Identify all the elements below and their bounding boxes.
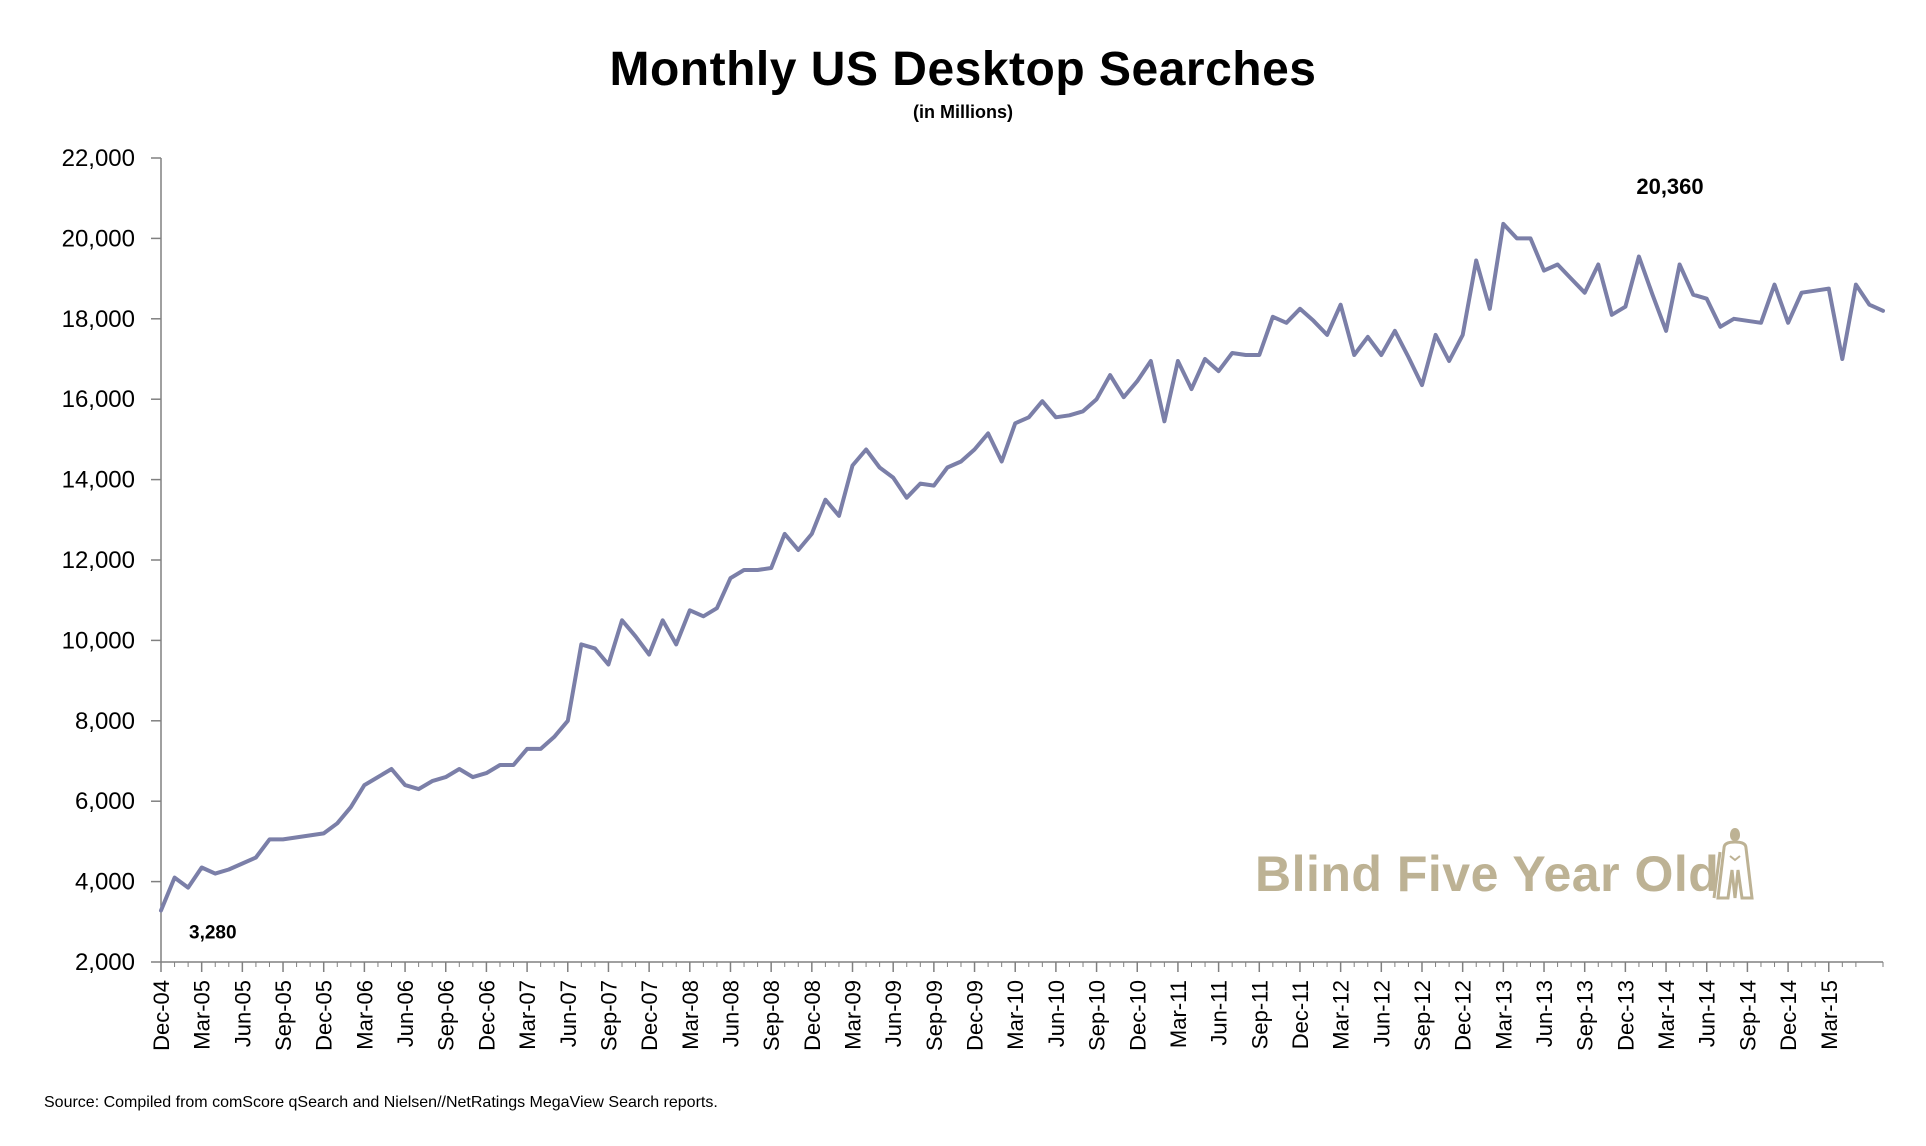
x-tick-label: Sep-05 [271,980,296,1051]
x-tick-label: Jun-06 [393,980,418,1047]
x-tick-label: Dec-05 [312,980,337,1051]
x-tick-label: Dec-11 [1288,980,1313,1049]
y-tick-label: 6,000 [75,788,135,815]
y-tick-label: 2,000 [75,949,135,976]
x-tick-label: Jun-10 [1044,980,1069,1047]
source-note: Source: Compiled from comScore qSearch a… [44,1094,718,1111]
x-tick-label: Dec-10 [1125,980,1150,1051]
x-tick-label: Mar-11 [1166,980,1191,1048]
y-tick-label: 18,000 [62,306,135,333]
x-tick-label: Mar-06 [352,980,377,1050]
x-tick-label: Sep-13 [1573,980,1598,1051]
x-tick-label: Jun-12 [1369,980,1394,1047]
x-tick-label: Jun-14 [1695,980,1720,1047]
x-tick-label: Sep-14 [1735,980,1760,1051]
x-tick-label: Mar-10 [1003,980,1028,1050]
x-tick-label: Sep-10 [1085,980,1110,1051]
x-tick-label: Dec-08 [800,980,825,1051]
x-tick-label: Jun-08 [718,980,743,1047]
chart-title: Monthly US Desktop Searches [609,43,1317,96]
y-tick-label: 16,000 [62,386,135,413]
chart-subtitle: (in Millions) [913,102,1013,122]
x-tick-label: Sep-12 [1410,980,1435,1051]
x-tick-label: Jun-07 [556,980,581,1047]
x-tick-label: Dec-09 [963,980,988,1051]
start-value-label: 3,280 [189,923,237,944]
x-tick-label: Jun-09 [881,980,906,1047]
y-tick-label: 4,000 [75,869,135,896]
x-tick-label: Sep-09 [922,980,947,1051]
y-tick-label: 12,000 [62,547,135,574]
blind-figure-icon [1712,828,1754,900]
x-tick-label: Mar-12 [1329,980,1354,1050]
x-tick-label: Mar-09 [841,980,866,1050]
x-tick-label: Dec-04 [149,980,174,1051]
x-tick-label: Mar-08 [678,980,703,1050]
x-tick-label: Sep-11 [1247,980,1272,1049]
peak-value-label: 20,360 [1636,174,1703,199]
y-tick-label: 20,000 [62,225,135,252]
x-tick-label: Sep-08 [759,980,784,1051]
x-tick-label: Dec-07 [637,980,662,1051]
x-tick-label: Mar-05 [190,980,215,1050]
x-tick-label: Dec-06 [474,980,499,1051]
x-tick-label: Mar-13 [1491,980,1516,1050]
y-tick-label: 10,000 [62,627,135,654]
x-tick-label: Dec-14 [1776,980,1801,1051]
x-tick-label: Mar-15 [1817,980,1842,1050]
x-tick-label: Sep-07 [596,980,621,1051]
x-tick-label: Dec-13 [1613,980,1638,1051]
x-tick-label: Sep-06 [434,980,459,1051]
y-tick-label: 14,000 [62,467,135,494]
x-tick-label: Jun-11 [1207,980,1232,1046]
y-tick-label: 22,000 [62,145,135,172]
x-tick-label: Mar-07 [515,980,540,1050]
x-tick-label: Jun-13 [1532,980,1557,1047]
y-tick-label: 8,000 [75,708,135,735]
x-tick-label: Mar-14 [1654,980,1679,1050]
x-tick-label: Dec-12 [1451,980,1476,1051]
x-tick-label: Jun-05 [230,980,255,1047]
series-line [159,221,1885,913]
watermark-logo: Blind Five Year Old [1255,846,1720,902]
